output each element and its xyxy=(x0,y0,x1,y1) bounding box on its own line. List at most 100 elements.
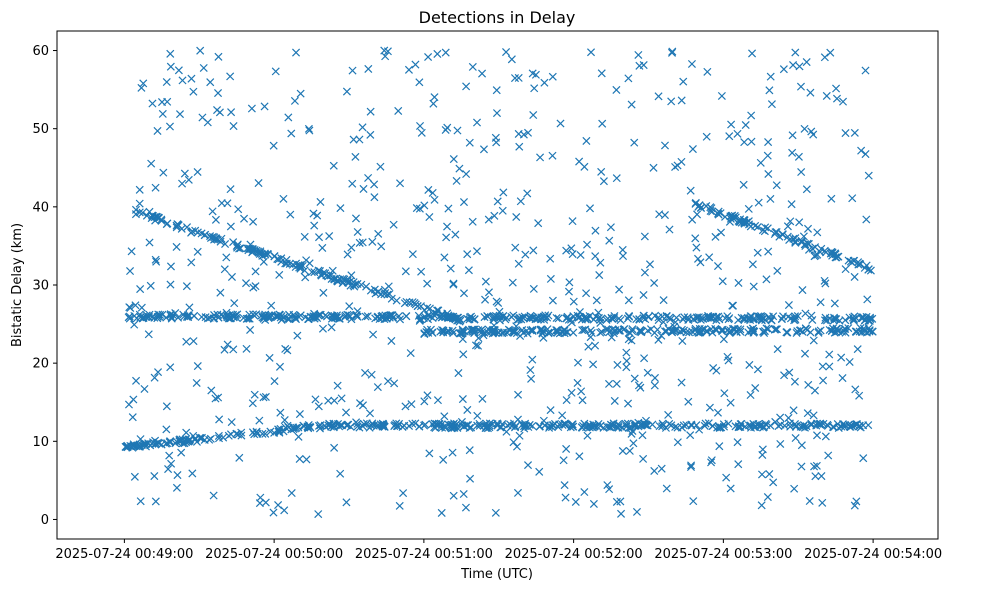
detection-marker-clutter xyxy=(573,378,582,387)
detection-marker-clutter xyxy=(368,237,377,246)
detection-marker-clutter xyxy=(688,145,697,154)
detection-marker-clutter xyxy=(396,179,405,188)
detection-marker-clutter xyxy=(404,65,413,74)
detection-marker-track-near-12 xyxy=(373,421,382,430)
detection-marker-clutter xyxy=(383,47,392,56)
detection-marker-clutter xyxy=(336,204,345,213)
detection-marker-clutter xyxy=(443,123,452,132)
detection-marker-clutter xyxy=(187,258,196,267)
detection-marker-clutter xyxy=(136,285,145,294)
detection-marker-track-near-12 xyxy=(475,421,484,430)
detection-marker-track-descending-1 xyxy=(229,238,238,247)
detection-marker-clutter xyxy=(193,167,202,177)
detection-marker-clutter xyxy=(659,296,668,305)
detection-marker-clutter xyxy=(705,403,714,412)
detection-marker-clutter xyxy=(174,66,183,75)
detection-marker-clutter xyxy=(512,442,522,451)
detection-marker-track-near-24 xyxy=(597,327,606,336)
detection-marker-track-near-26 xyxy=(145,310,154,319)
detection-marker-clutter xyxy=(568,422,578,431)
detection-marker-clutter xyxy=(838,97,848,106)
detection-marker-clutter xyxy=(449,279,458,288)
detection-marker-track-near-26 xyxy=(261,312,270,321)
detection-marker-clutter xyxy=(816,298,825,307)
detection-marker-clutter xyxy=(751,383,760,393)
detection-marker-track-ascending-low xyxy=(141,442,150,451)
detection-marker-track-near-12 xyxy=(605,423,614,432)
detection-marker-clutter xyxy=(596,318,605,327)
detection-marker-clutter xyxy=(622,348,631,357)
detection-marker-clutter xyxy=(220,265,229,274)
detection-marker-clutter xyxy=(394,106,403,115)
detection-marker-track-near-12 xyxy=(848,422,857,431)
detection-marker-clutter xyxy=(657,331,666,340)
detection-marker-track-near-12 xyxy=(549,420,558,429)
detection-marker-track-near-12 xyxy=(708,421,717,430)
detection-marker-clutter xyxy=(568,217,577,226)
detection-marker-clutter xyxy=(347,243,356,252)
detection-marker-clutter xyxy=(819,376,828,385)
detection-marker-clutter xyxy=(583,431,592,440)
detection-marker-track-descending-1 xyxy=(294,261,303,270)
detection-marker-clutter xyxy=(764,247,773,256)
detection-marker-clutter xyxy=(461,503,470,512)
detection-marker-track-descending-2 xyxy=(831,253,840,262)
detection-marker-clutter xyxy=(586,333,595,342)
detection-marker-clutter xyxy=(848,258,857,267)
detection-marker-clutter xyxy=(852,327,861,336)
detection-marker-track-ascending-low xyxy=(266,427,275,436)
detection-marker-clutter xyxy=(800,124,809,133)
detection-marker-clutter xyxy=(720,389,729,398)
detection-marker-track-near-12 xyxy=(799,423,808,432)
detection-marker-track-near-12 xyxy=(411,419,420,428)
detection-marker-clutter xyxy=(772,181,781,190)
detection-marker-clutter xyxy=(643,368,652,377)
detection-marker-clutter xyxy=(430,93,439,102)
detection-marker-clutter xyxy=(838,374,847,383)
detection-marker-clutter xyxy=(275,362,285,371)
detection-marker-clutter xyxy=(309,312,318,321)
detection-marker-clutter xyxy=(573,358,583,367)
detection-marker-clutter xyxy=(686,186,695,195)
detection-marker-track-near-26 xyxy=(737,313,746,322)
detection-marker-clutter xyxy=(309,209,318,218)
detection-marker-clutter xyxy=(227,108,236,117)
detection-marker-clutter xyxy=(510,74,520,83)
detection-marker-track-descending-1 xyxy=(172,223,181,232)
detection-marker-clutter xyxy=(440,253,449,262)
detection-marker-clutter xyxy=(763,493,772,502)
detection-marker-track-ascending-low xyxy=(126,441,135,450)
detection-marker-track-near-12 xyxy=(554,422,563,432)
detection-marker-clutter xyxy=(855,391,864,400)
detection-marker-track-near-12 xyxy=(734,422,743,431)
detection-marker-clutter xyxy=(451,230,460,239)
detection-marker-clutter xyxy=(801,309,810,318)
detection-marker-clutter xyxy=(591,226,600,235)
detection-marker-clutter xyxy=(162,77,171,87)
detection-marker-clutter xyxy=(498,206,507,215)
detection-marker-track-near-24 xyxy=(543,325,552,334)
detection-marker-clutter xyxy=(484,288,493,297)
detection-marker-clutter xyxy=(333,381,342,390)
detection-marker-clutter xyxy=(599,177,608,186)
detection-marker-clutter xyxy=(796,82,805,91)
detection-marker-clutter xyxy=(514,129,523,138)
detection-marker-track-descending-2 xyxy=(696,203,705,212)
detection-marker-clutter xyxy=(788,131,797,140)
detection-marker-clutter xyxy=(159,168,168,177)
detection-marker-clutter xyxy=(850,501,859,510)
detection-marker-track-near-26 xyxy=(651,311,660,320)
detection-marker-clutter xyxy=(546,274,555,283)
detection-marker-clutter xyxy=(433,396,442,405)
detection-marker-clutter xyxy=(484,215,493,224)
detection-marker-clutter xyxy=(251,282,260,291)
detection-marker-track-near-12 xyxy=(395,419,404,428)
detection-marker-clutter xyxy=(151,436,160,445)
detection-marker-clutter xyxy=(214,52,223,61)
detection-marker-clutter xyxy=(707,458,716,467)
detection-marker-clutter xyxy=(408,250,417,259)
detection-marker-track-near-12 xyxy=(715,423,724,432)
detection-marker-clutter xyxy=(692,243,701,252)
detection-marker-track-near-24 xyxy=(772,325,781,334)
detection-marker-clutter xyxy=(131,301,140,310)
